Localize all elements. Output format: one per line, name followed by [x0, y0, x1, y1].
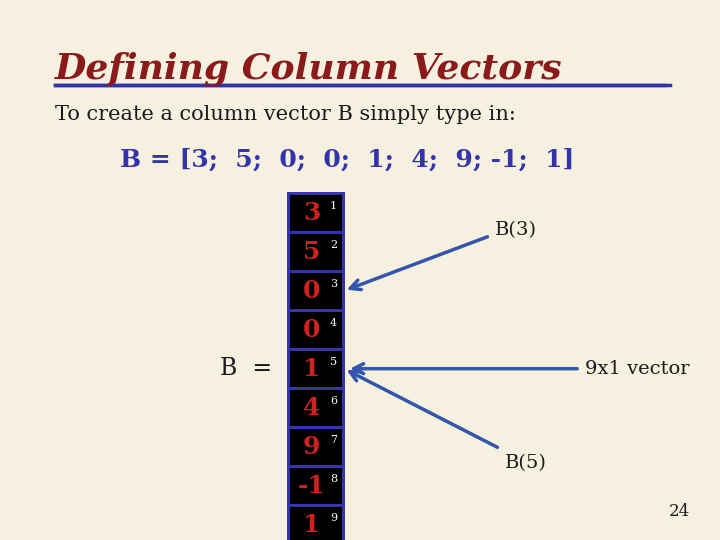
FancyBboxPatch shape — [290, 312, 342, 348]
Text: 6: 6 — [330, 396, 337, 406]
Text: 9: 9 — [330, 512, 337, 523]
FancyBboxPatch shape — [290, 429, 342, 464]
FancyBboxPatch shape — [290, 468, 342, 504]
Text: 9x1 vector: 9x1 vector — [585, 360, 690, 377]
FancyBboxPatch shape — [290, 390, 342, 426]
Text: 9: 9 — [303, 435, 320, 458]
Text: 24: 24 — [669, 503, 690, 519]
Text: 3: 3 — [303, 201, 320, 225]
Text: 7: 7 — [330, 435, 337, 444]
FancyBboxPatch shape — [290, 234, 342, 270]
FancyBboxPatch shape — [290, 195, 342, 231]
Text: To create a column vector B simply type in:: To create a column vector B simply type … — [55, 105, 516, 124]
Text: 1: 1 — [303, 512, 320, 537]
Text: 1: 1 — [330, 201, 337, 211]
Text: 4: 4 — [330, 318, 337, 328]
Text: 5: 5 — [330, 357, 337, 367]
FancyBboxPatch shape — [290, 507, 342, 540]
FancyBboxPatch shape — [287, 192, 345, 540]
Text: B(5): B(5) — [505, 454, 547, 471]
Text: B(3): B(3) — [495, 221, 537, 239]
Text: B  =: B = — [220, 357, 272, 380]
Text: B = [3;  5;  0;  0;  1;  4;  9; -1;  1]: B = [3; 5; 0; 0; 1; 4; 9; -1; 1] — [120, 148, 575, 172]
Text: 1: 1 — [303, 357, 320, 381]
FancyBboxPatch shape — [290, 350, 342, 387]
Text: 0: 0 — [303, 318, 320, 342]
Text: -1: -1 — [298, 474, 325, 497]
Text: 3: 3 — [330, 279, 337, 289]
Text: 4: 4 — [303, 396, 320, 420]
FancyBboxPatch shape — [290, 273, 342, 309]
Text: 8: 8 — [330, 474, 337, 484]
Text: Defining Column Vectors: Defining Column Vectors — [55, 52, 562, 86]
Text: 0: 0 — [303, 279, 320, 303]
Text: 2: 2 — [330, 240, 337, 250]
Text: 5: 5 — [303, 240, 320, 264]
